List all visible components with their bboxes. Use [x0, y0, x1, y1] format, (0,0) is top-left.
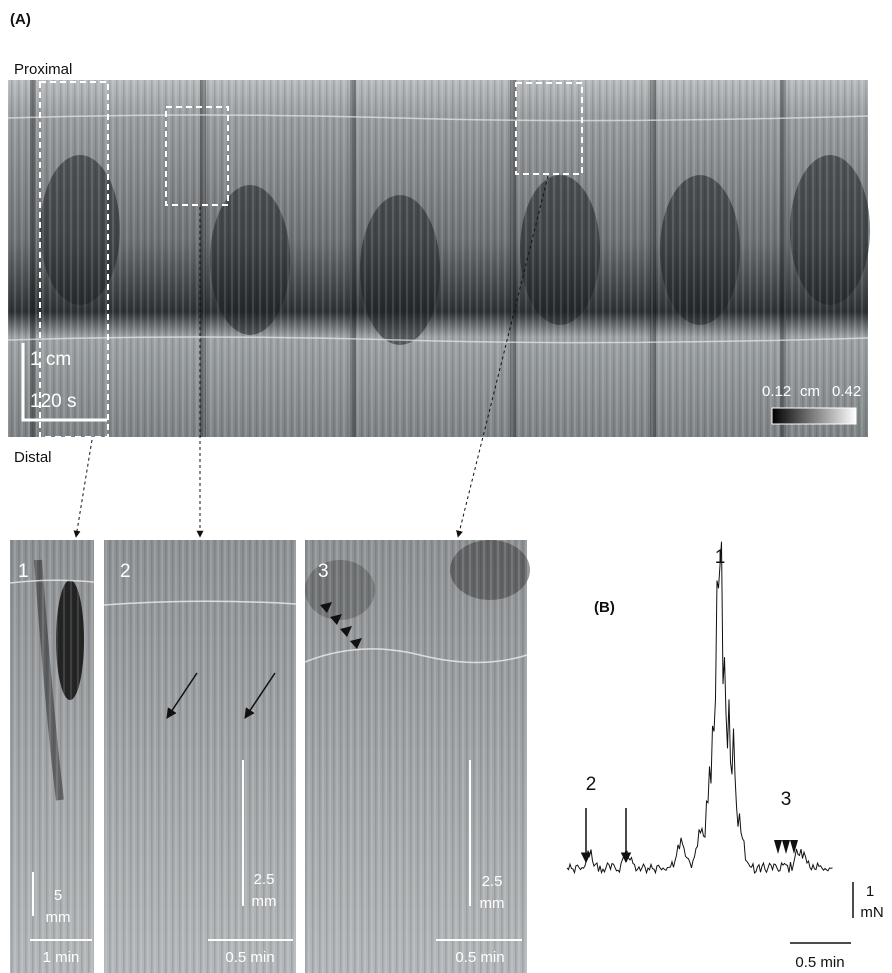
- scale-time: 120 s: [30, 391, 76, 412]
- scale-length-unit: mm: [252, 893, 277, 910]
- event-arrows: [580, 808, 632, 864]
- proximal-label: Proximal: [14, 61, 72, 78]
- force-trace: [566, 541, 833, 875]
- scale-time: 1 min: [43, 949, 80, 966]
- panel-label: (B): [594, 599, 615, 616]
- inset-label: 3: [318, 561, 329, 582]
- scale-length: 1 cm: [30, 349, 71, 370]
- force-unit: mN: [860, 904, 883, 921]
- peak-label: 3: [781, 789, 792, 810]
- scale-length-unit: mm: [480, 895, 505, 912]
- time-scale: 0.5 min: [795, 954, 844, 971]
- scale-time: 0.5 min: [225, 949, 274, 966]
- scale-length: 2.5: [254, 871, 275, 888]
- inset-images: [9, 540, 530, 973]
- connector-arrows: [73, 175, 549, 538]
- scale-bars: [790, 882, 854, 944]
- colorbar-min: 0.12: [762, 383, 791, 400]
- inset-label: 1: [18, 561, 29, 582]
- distal-label: Distal: [14, 449, 52, 466]
- colorbar: [771, 407, 857, 425]
- inset-label: 2: [120, 561, 131, 582]
- force-scale: 1: [866, 883, 874, 900]
- peak-label: 2: [586, 774, 597, 795]
- scale-length: 2.5: [482, 873, 503, 890]
- scale-length: 5: [54, 887, 62, 904]
- peak-label: 1: [715, 547, 726, 568]
- colorbar-unit: cm: [800, 383, 820, 400]
- kymograph: [7, 80, 870, 437]
- roi-boxes: [39, 81, 583, 438]
- scale-bar: [21, 343, 107, 422]
- arrowheads: [774, 840, 798, 854]
- panel-label: (A): [10, 11, 31, 28]
- scale-time: 0.5 min: [455, 949, 504, 966]
- colorbar-max: 0.42: [832, 383, 861, 400]
- scale-length-unit: mm: [46, 909, 71, 926]
